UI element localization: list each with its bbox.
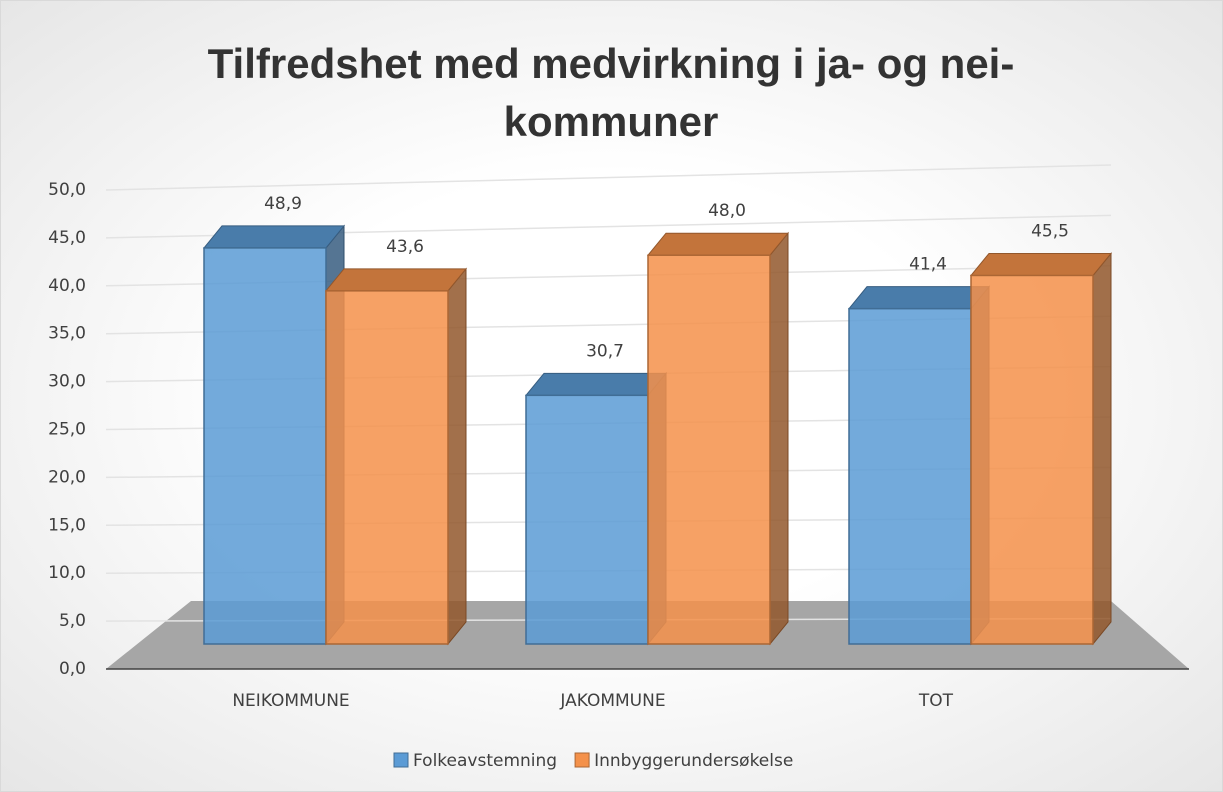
bar bbox=[324, 267, 468, 646]
chart-title: Tilfredshet med medvirkning i ja- og nei… bbox=[207, 40, 1015, 145]
bar-front bbox=[970, 274, 1094, 645]
bar-top bbox=[524, 372, 668, 396]
bar-top bbox=[847, 286, 991, 310]
legend-swatch bbox=[574, 752, 590, 768]
y-tick-label: 35,0 bbox=[48, 324, 86, 344]
bar bbox=[847, 285, 991, 646]
bar-top bbox=[646, 232, 790, 256]
bar-front bbox=[647, 254, 771, 645]
bar bbox=[969, 252, 1113, 646]
bar-side bbox=[447, 267, 467, 646]
bar-front bbox=[325, 290, 449, 645]
legend-label: Innbyggerundersøkelse bbox=[594, 751, 793, 771]
data-label: 48,9 bbox=[264, 194, 302, 214]
data-label: 48,0 bbox=[708, 201, 746, 221]
data-label: 41,4 bbox=[909, 255, 947, 275]
bar-top bbox=[324, 268, 468, 292]
legend-swatch bbox=[393, 752, 409, 768]
y-tick-label: 20,0 bbox=[48, 467, 86, 487]
x-tick-label: JAKOMMUNE bbox=[559, 691, 665, 711]
y-tick-label: 25,0 bbox=[48, 420, 86, 440]
bar-top bbox=[202, 225, 346, 249]
bar-side bbox=[1092, 252, 1112, 646]
grid-line bbox=[105, 164, 1112, 191]
x-tick-label: NEIKOMMUNE bbox=[232, 691, 349, 711]
x-tick-label: TOT bbox=[918, 691, 954, 711]
bar-top bbox=[969, 252, 1113, 276]
bar-front bbox=[848, 307, 972, 645]
y-tick-label: 30,0 bbox=[48, 372, 86, 392]
legend-label: Folkeavstemning bbox=[413, 751, 557, 771]
y-tick-label: 45,0 bbox=[48, 228, 86, 248]
y-tick-label: 0,0 bbox=[59, 659, 86, 679]
y-tick-label: 5,0 bbox=[59, 611, 86, 631]
y-tick-label: 50,0 bbox=[48, 180, 86, 200]
y-tick-label: 10,0 bbox=[48, 563, 86, 583]
data-label: 45,5 bbox=[1031, 221, 1069, 241]
data-label: 30,7 bbox=[586, 341, 624, 361]
bar-front bbox=[203, 247, 327, 645]
bar bbox=[524, 371, 668, 646]
y-tick-label: 40,0 bbox=[48, 276, 86, 296]
bar-side bbox=[769, 231, 789, 646]
bar bbox=[202, 224, 346, 646]
y-tick-label: 15,0 bbox=[48, 515, 86, 535]
bar-front bbox=[525, 394, 649, 645]
data-label: 43,6 bbox=[386, 237, 424, 257]
bar bbox=[646, 231, 790, 646]
